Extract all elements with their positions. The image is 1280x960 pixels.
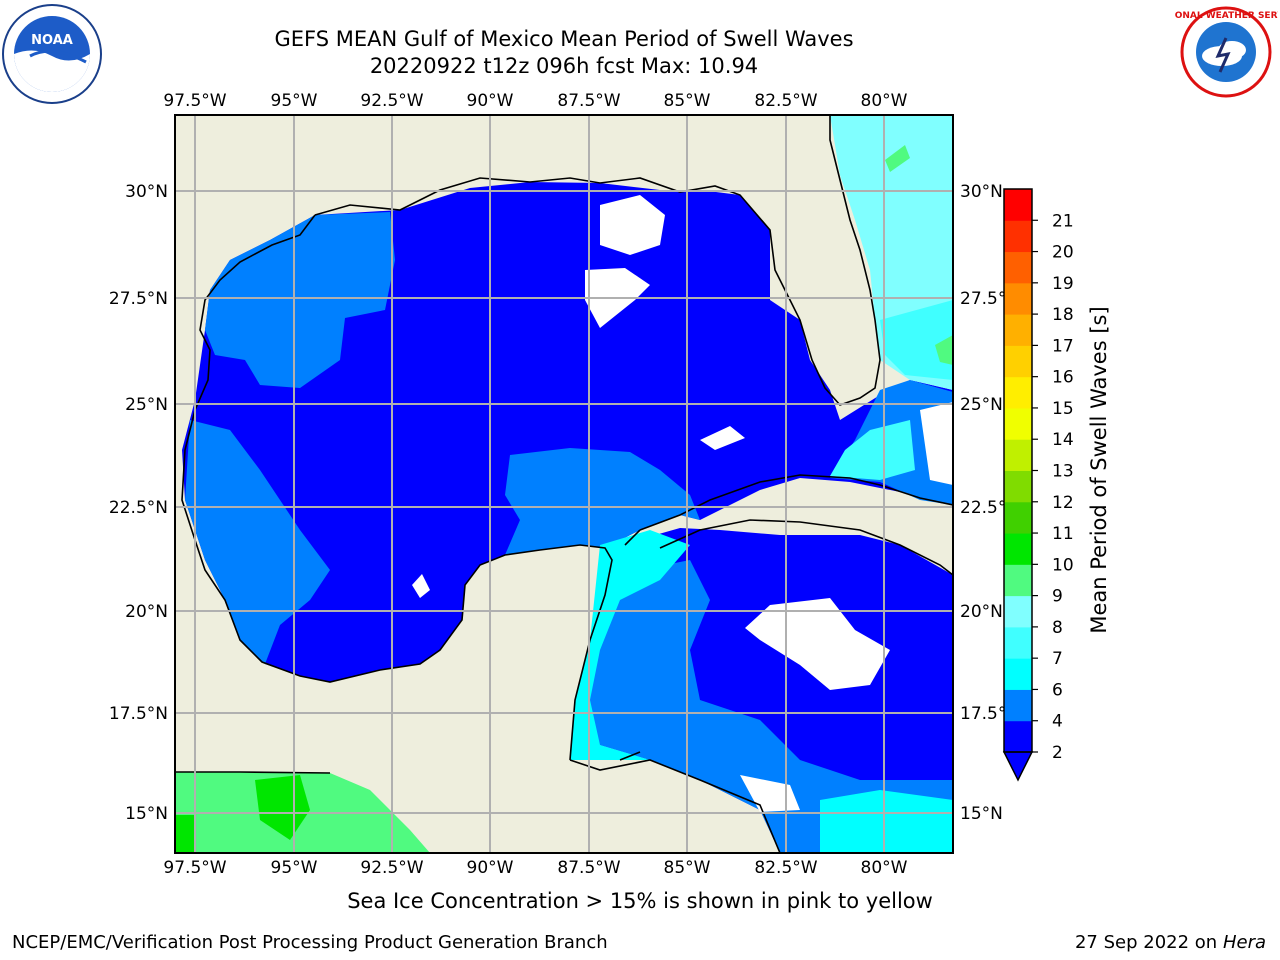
lat-label: 15°N — [960, 804, 1003, 824]
lon-label: 87.5°W — [557, 91, 620, 111]
map-subtitle: 20220922 t12z 096h fcst Max: 10.94 — [369, 54, 759, 78]
lat-labels-left: 30°N 27.5°N 25°N 22.5°N 20°N 17.5°N 15°N — [109, 182, 168, 824]
lon-label: 80°W — [861, 91, 908, 111]
colorbar-swatch — [1004, 345, 1032, 378]
colorbar-swatch — [1004, 595, 1032, 628]
atlantic-cyan-patch — [880, 300, 953, 380]
lat-label: 17.5°N — [109, 704, 168, 724]
colorbar-tick-label: 19 — [1052, 274, 1074, 294]
noaa-logo: NOAA — [2, 4, 102, 104]
colorbar-swatch — [1004, 407, 1032, 440]
colorbar-swatch — [1004, 533, 1032, 565]
atlantic-green-patch-2 — [885, 145, 910, 172]
colorbar-tick-label: 18 — [1052, 305, 1074, 325]
map-frame — [174, 114, 954, 854]
lon-label: 90°W — [467, 91, 514, 111]
nws-logo: NATIONAL WEATHER SERVICE — [1174, 6, 1278, 98]
credit-date-text: 27 Sep 2022 on — [1074, 932, 1218, 953]
colorbar-swatch — [1004, 564, 1032, 597]
colorbar-tick-label: 20 — [1052, 243, 1074, 263]
colorbar-label: Mean Period of Swell Waves [s] — [1087, 306, 1111, 633]
colorbar-swatch — [1004, 689, 1032, 722]
lon-label: 82.5°W — [754, 91, 817, 111]
colorbar-swatch — [1004, 720, 1032, 753]
lat-label: 25°N — [125, 395, 168, 415]
graticule — [175, 115, 953, 853]
lon-label: 87.5°W — [557, 858, 620, 878]
colorbar-tick-label: 8 — [1052, 618, 1063, 638]
lon-labels-bottom: 97.5°W 95°W 92.5°W 90°W 87.5°W 85°W 82.5… — [163, 858, 907, 878]
colorbar-swatch — [1004, 282, 1032, 315]
caribbean-cyan-zone — [570, 530, 690, 760]
colorbar-tick-label: 9 — [1052, 587, 1063, 607]
caribbean-south-cyan — [820, 790, 953, 853]
missing-data-patch-7 — [920, 402, 953, 485]
coastline — [175, 115, 953, 853]
colorbar-swatch — [1004, 189, 1032, 221]
colorbar-extension — [1002, 751, 1034, 782]
svg-text:NOAA: NOAA — [31, 33, 73, 48]
colorbar-tick-label: 2 — [1052, 743, 1063, 763]
lon-label: 85°W — [664, 91, 711, 111]
colorbar-tick-label: 13 — [1052, 462, 1074, 482]
missing-data-patch-4 — [700, 426, 745, 450]
lon-labels-top: 97.5°W 95°W 92.5°W 90°W 87.5°W 85°W 82.5… — [163, 91, 907, 111]
colorbar-swatch — [1004, 470, 1032, 503]
credit-organization: NCEP/EMC/Verification Post Processing Pr… — [12, 932, 608, 953]
colorbar-tick-label: 7 — [1052, 649, 1063, 669]
atlantic-green-patch — [935, 335, 953, 365]
caribbean-west-zone — [570, 560, 953, 853]
map-title: GEFS MEAN Gulf of Mexico Mean Period of … — [274, 27, 854, 51]
lon-label: 90°W — [467, 858, 514, 878]
lon-label: 92.5°W — [360, 91, 423, 111]
missing-data-patch — [600, 195, 665, 255]
lon-label: 92.5°W — [360, 858, 423, 878]
lon-label: 80°W — [861, 858, 908, 878]
pacific-green-patch-2 — [175, 815, 195, 853]
lat-label: 20°N — [125, 602, 168, 622]
gulf-map: 97.5°W 95°W 92.5°W 90°W 87.5°W 85°W 82.5… — [109, 91, 1111, 878]
missing-data-patch-3 — [745, 598, 890, 690]
lat-label: 20°N — [960, 602, 1003, 622]
florida-strait-cyan — [830, 420, 915, 480]
colorbar-swatch — [1004, 439, 1032, 471]
colorbar-swatch — [1004, 376, 1032, 409]
lon-label: 82.5°W — [754, 858, 817, 878]
colorbar-swatch — [1004, 626, 1032, 659]
lon-label: 95°W — [271, 858, 318, 878]
colorbar-tick-label: 16 — [1052, 368, 1074, 388]
sea-ice-note: Sea Ice Concentration > 15% is shown in … — [347, 889, 933, 913]
colorbar-tick-label: 6 — [1052, 680, 1063, 700]
colorbar: 2 4 6 7 8 9 10 11 12 13 14 15 16 17 18 19 20 21 — [1002, 188, 1074, 782]
colorbar-tick-label: 15 — [1052, 399, 1074, 419]
colorbar-swatch — [1004, 251, 1032, 284]
colorbar-tick-label: 4 — [1052, 712, 1063, 732]
svg-text:NATIONAL WEATHER SERVICE: NATIONAL WEATHER SERVICE — [1174, 11, 1278, 21]
colorbar-tick-label: 17 — [1052, 336, 1074, 356]
central-swell-zone — [505, 448, 700, 555]
lat-label: 15°N — [125, 804, 168, 824]
pacific-green-patch — [255, 775, 310, 840]
colorbar-swatch — [1004, 501, 1032, 534]
lat-label: 27.5°N — [109, 289, 168, 309]
colorbar-swatch — [1004, 314, 1032, 346]
lon-label: 95°W — [271, 91, 318, 111]
colorbar-swatch — [1004, 220, 1032, 253]
colorbar-tick-label: 21 — [1052, 211, 1074, 231]
credit-date: 27 Sep 2022 on Hera — [1075, 932, 1266, 953]
missing-data-patch-5 — [412, 574, 430, 598]
lat-label: 30°N — [960, 182, 1003, 202]
lon-label: 85°W — [664, 858, 711, 878]
lon-label: 97.5°W — [163, 858, 226, 878]
lat-label: 25°N — [960, 395, 1003, 415]
colorbar-tick-label: 11 — [1052, 524, 1074, 544]
colorbar-tick-label: 10 — [1052, 555, 1074, 575]
colorbar-tick-label: 12 — [1052, 493, 1074, 513]
lon-label: 97.5°W — [163, 91, 226, 111]
colorbar-tick-label: 14 — [1052, 430, 1074, 450]
credit-host: Hera — [1222, 932, 1266, 953]
lat-label: 30°N — [125, 182, 168, 202]
lat-label: 22.5°N — [109, 498, 168, 518]
colorbar-swatch — [1004, 658, 1032, 690]
